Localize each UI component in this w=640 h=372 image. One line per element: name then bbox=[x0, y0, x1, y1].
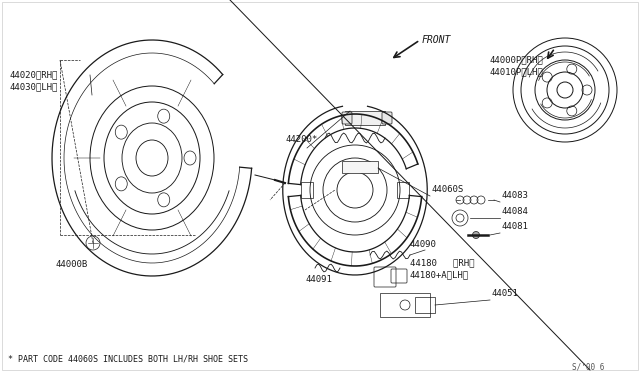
Text: 44084: 44084 bbox=[502, 207, 529, 216]
Text: 44020〈RH〉: 44020〈RH〉 bbox=[10, 70, 58, 79]
Bar bbox=[397, 182, 410, 198]
Text: * PART CODE 44060S INCLUDES BOTH LH/RH SHOE SETS: * PART CODE 44060S INCLUDES BOTH LH/RH S… bbox=[8, 355, 248, 364]
Text: 44010P〈LH〉: 44010P〈LH〉 bbox=[490, 67, 544, 76]
Bar bbox=[415, 297, 435, 313]
Bar bbox=[301, 182, 312, 198]
Text: 44030〈LH〉: 44030〈LH〉 bbox=[10, 82, 58, 91]
Bar bbox=[342, 161, 378, 173]
Text: 44180   〈RH〉: 44180 〈RH〉 bbox=[410, 258, 474, 267]
Text: 44051: 44051 bbox=[492, 289, 519, 298]
FancyBboxPatch shape bbox=[342, 112, 352, 124]
Text: 44090: 44090 bbox=[410, 240, 437, 249]
Text: 44060S: 44060S bbox=[432, 185, 464, 194]
Text: 44000P〈RH〉: 44000P〈RH〉 bbox=[490, 55, 544, 64]
Bar bbox=[380, 293, 430, 317]
Text: 44091: 44091 bbox=[305, 275, 332, 284]
Text: 44180+A〈LH〉: 44180+A〈LH〉 bbox=[410, 270, 469, 279]
Text: S/’00 6: S/’00 6 bbox=[572, 363, 604, 372]
Text: 44083: 44083 bbox=[502, 191, 529, 200]
Text: 44200*: 44200* bbox=[285, 135, 317, 144]
Text: FRONT: FRONT bbox=[422, 35, 451, 45]
Bar bbox=[345, 111, 385, 125]
Text: 44000B: 44000B bbox=[55, 260, 87, 269]
Circle shape bbox=[472, 231, 479, 238]
FancyBboxPatch shape bbox=[382, 112, 392, 124]
Text: 44081: 44081 bbox=[502, 222, 529, 231]
